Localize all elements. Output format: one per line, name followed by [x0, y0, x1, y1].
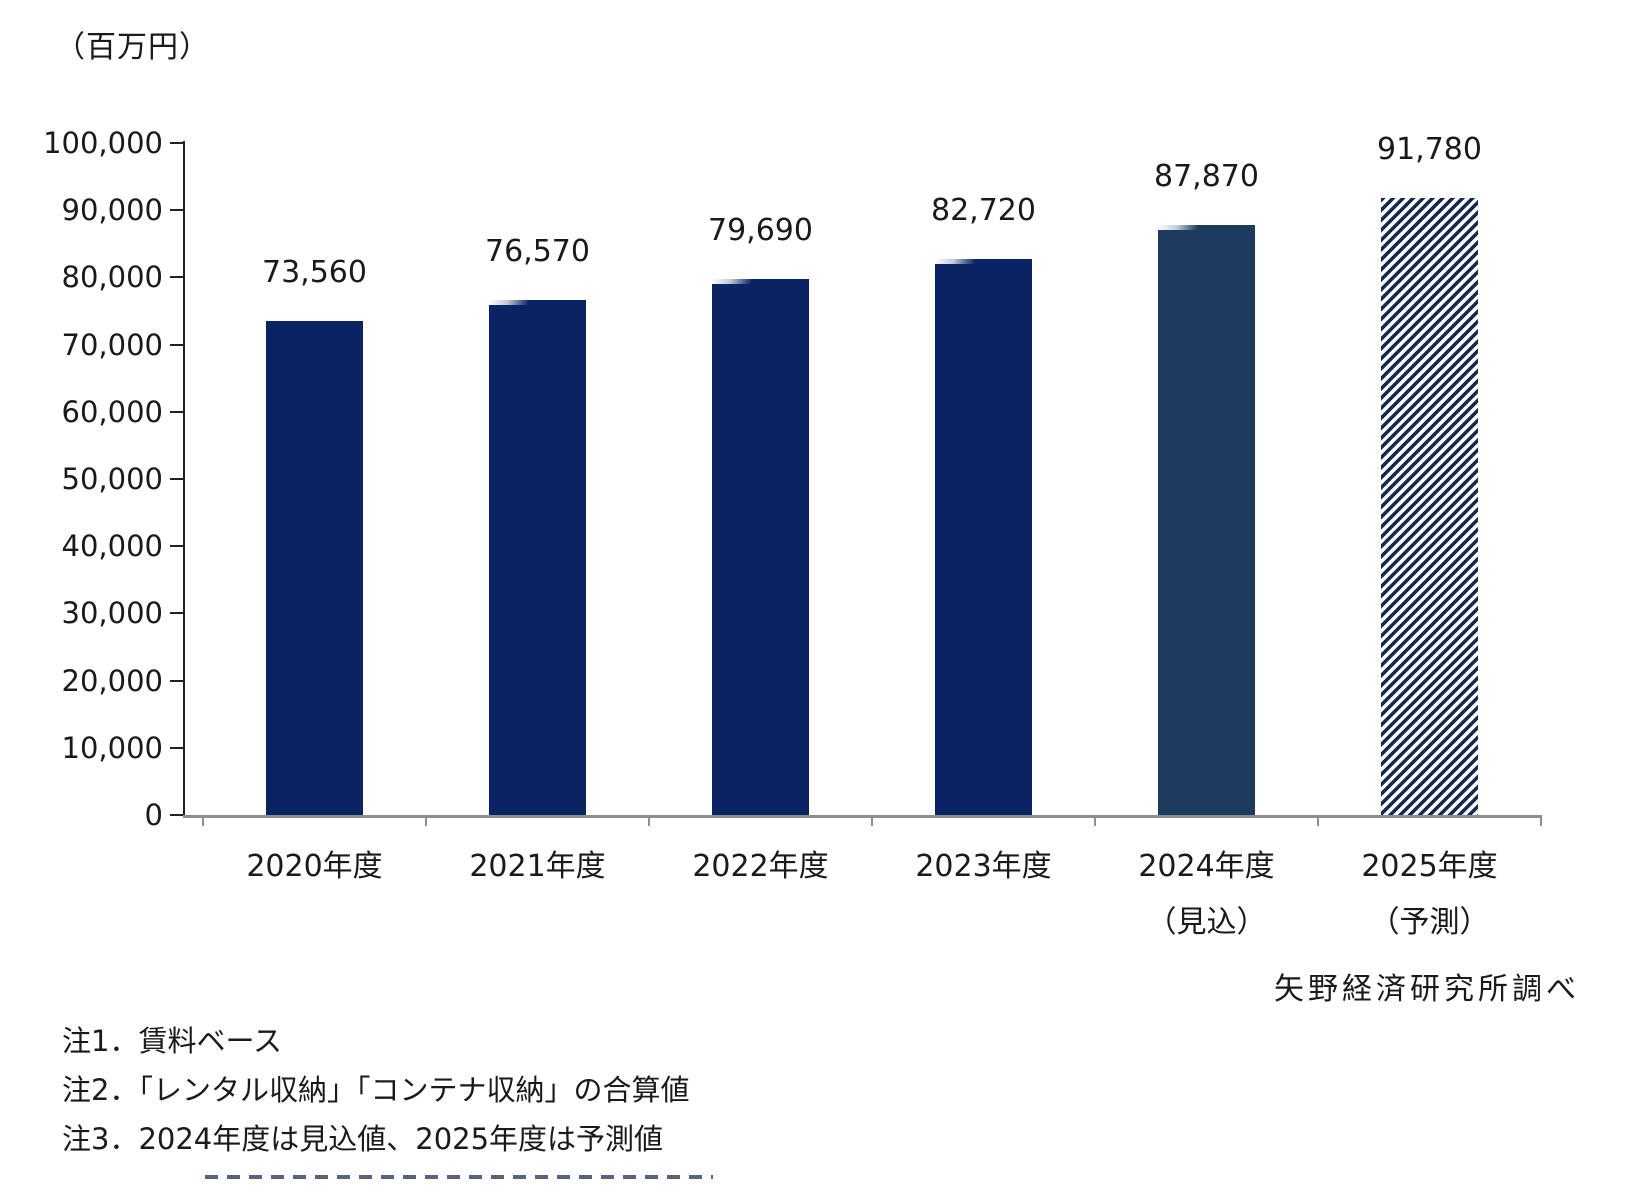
x-axis-line	[183, 815, 1542, 818]
y-axis-tick-mark	[170, 814, 183, 816]
y-axis-tick-mark	[170, 410, 183, 413]
y-axis-line	[183, 141, 185, 817]
y-axis-tick-label: 70,000	[61, 327, 163, 362]
y-axis-tick-mark	[170, 343, 183, 346]
y-axis-tick-mark	[170, 545, 183, 548]
x-axis-category-sublabel: （見込）	[1146, 905, 1267, 940]
y-axis-tick-mark	[170, 746, 183, 749]
note-2: 注2．「レンタル収納」「コンテナ収納」の合算値	[62, 1073, 690, 1107]
bar-value-label: 91,780	[1377, 132, 1482, 168]
cropped-text-fragment	[205, 1175, 713, 1179]
y-axis-tick-label: 100,000	[43, 126, 163, 160]
x-axis-category-label: 2025年度	[1361, 849, 1498, 884]
y-axis-tick-label: 40,000	[61, 529, 163, 564]
y-axis-tick-label: 80,000	[61, 260, 163, 295]
x-axis-tick-mark	[202, 816, 204, 826]
x-axis-tick-mark	[648, 816, 650, 826]
x-axis-category-label: 2020年度	[246, 849, 383, 884]
y-axis-tick-label: 20,000	[61, 663, 163, 698]
y-axis-tick-mark	[170, 142, 183, 144]
y-axis-tick-label: 50,000	[61, 462, 163, 496]
bar-2025年度	[1381, 198, 1478, 815]
x-axis-tick-mark	[871, 816, 873, 826]
notes: 注1．賃料ベース 注2．「レンタル収納」「コンテナ収納」の合算値 注3．2024…	[62, 1024, 1062, 1171]
y-axis-tick-mark	[170, 209, 183, 212]
bar-2020年度	[266, 320, 363, 815]
x-axis-category-label: 2022年度	[692, 849, 829, 884]
x-axis-tick-mark	[1094, 816, 1096, 826]
y-axis-tick-label: 10,000	[61, 730, 163, 765]
bar-2021年度	[489, 300, 586, 815]
source-credit: 矢野経済研究所調べ	[1274, 972, 1580, 1007]
note-3: 注3．2024年度は見込値、2025年度は予測値	[62, 1122, 664, 1156]
y-axis-tick-label: 90,000	[61, 193, 163, 228]
x-axis-category-sublabel: （予測）	[1369, 905, 1490, 940]
x-axis-category-label: 2024年度	[1138, 849, 1275, 884]
bar-value-label: 76,570	[485, 234, 590, 270]
x-axis-tick-mark	[1540, 816, 1542, 826]
y-axis-tick-mark	[170, 612, 183, 615]
y-axis-tick-label: 30,000	[61, 596, 163, 631]
bar-value-label: 73,560	[262, 254, 367, 290]
y-axis-tick-mark	[170, 679, 183, 682]
y-axis-tick-mark	[170, 276, 183, 279]
bar-2022年度	[712, 279, 809, 815]
x-axis-category-label: 2023年度	[915, 849, 1052, 884]
bar-value-label: 87,870	[1154, 158, 1259, 194]
y-axis-unit-label: （百万円）	[55, 30, 210, 65]
bar-value-label: 82,720	[931, 193, 1036, 229]
bar-value-label: 79,690	[708, 213, 813, 249]
x-axis-tick-mark	[425, 816, 427, 826]
y-axis-tick-label: 0	[144, 798, 163, 832]
note-1: 注1．賃料ベース	[62, 1024, 283, 1058]
x-axis-category-label: 2021年度	[469, 849, 606, 884]
bar-2023年度	[935, 259, 1032, 815]
y-axis-tick-label: 60,000	[61, 394, 163, 429]
bar-2024年度	[1158, 224, 1255, 815]
y-axis-tick-mark	[170, 478, 183, 480]
x-axis-tick-mark	[1317, 816, 1319, 826]
